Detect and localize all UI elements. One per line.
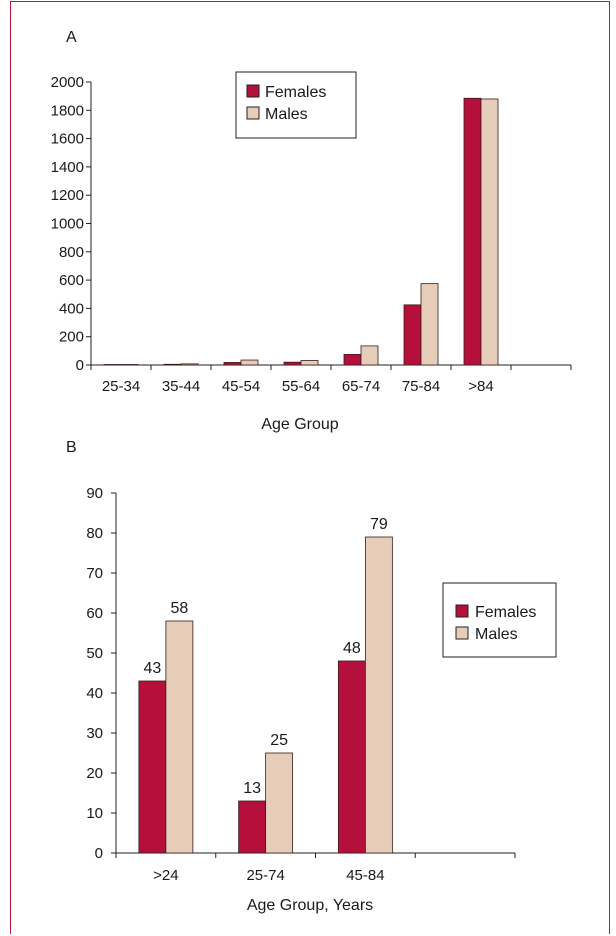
panel-b-legend-label-females: Females	[475, 604, 536, 621]
panel-b-y-tick-label: 20	[86, 765, 103, 782]
figure-frame	[10, 1, 610, 934]
panel-b-y-tick-label: 30	[86, 725, 103, 742]
panel-a-legend-box	[235, 71, 357, 139]
panel-a-bar-females-5	[403, 304, 422, 366]
panel-a-xlabel: Age Group	[261, 416, 338, 433]
panel-b-category-label: 45-84	[346, 867, 384, 884]
panel-b-data-label: 79	[370, 516, 388, 533]
panel-b-legend-swatch-females	[455, 604, 469, 618]
panel-a-category-label: 45-54	[222, 378, 260, 395]
panel-a-y-tick-label: 1400	[51, 159, 84, 176]
panel-a-y-tick-label: 2000	[51, 74, 84, 91]
panel-a-category-label: 25-34	[102, 378, 140, 395]
panel-a-bar-males-2	[240, 359, 259, 366]
panel-a-bar-females-0	[103, 364, 122, 366]
panel-a-y-tick-label: 800	[59, 244, 84, 261]
panel-a-y-tick-label: 0	[76, 357, 84, 374]
panel-b-bar-males-0	[165, 620, 194, 854]
panel-b-y-tick-label: 40	[86, 685, 103, 702]
panel-b-legend: Females Males	[442, 582, 557, 658]
panel-a-legend: Females Males	[235, 71, 357, 139]
panel-a-bar-females-4	[343, 353, 362, 366]
panel-a-legend-swatch-males	[246, 106, 260, 120]
panel-b-legend-label-males: Males	[475, 626, 518, 643]
panel-a-bar-females-1	[163, 363, 182, 366]
panel-a-legend-swatch-females	[246, 84, 260, 98]
panel-a-bar-males-5	[420, 283, 439, 366]
panel-b-data-label: 25	[270, 732, 288, 749]
panel-b-y-tick-label: 80	[86, 525, 103, 542]
panel-b-y-tick-label: 90	[86, 485, 103, 502]
panel-a-legend-label-females: Females	[265, 84, 326, 101]
panel-b-y-tick-label: 70	[86, 565, 103, 582]
panel-a-y-tick-label: 1000	[51, 216, 84, 233]
panel-a-label: A	[66, 29, 77, 46]
panel-b-category-label: >24	[153, 867, 178, 884]
panel-b-legend-box	[442, 582, 557, 658]
panel-a-bar-females-3	[283, 361, 302, 366]
panel-b-bar-males-2	[364, 536, 393, 854]
panel-a-bar-males-1	[180, 363, 199, 366]
panel-b-y-tick-label: 0	[95, 845, 103, 862]
panel-b-legend-swatch-males	[455, 626, 469, 640]
panel-b-bar-males-1	[265, 752, 294, 854]
panel-b-y-tick-label: 50	[86, 645, 103, 662]
panel-b-xlabel: Age Group, Years	[247, 897, 373, 914]
panel-a-bar-males-0	[120, 364, 139, 366]
panel-a-y-tick-label: 600	[59, 272, 84, 289]
panel-b-data-label: 43	[143, 660, 161, 677]
panel-a-category-label: 55-64	[282, 378, 320, 395]
panel-a-y-tick-label: 1200	[51, 187, 84, 204]
panel-a-legend-label-males: Males	[265, 106, 308, 123]
panel-a-category-label: >84	[468, 378, 493, 395]
panel-b-y-tick-label: 60	[86, 605, 103, 622]
panel-a-y-tick-label: 400	[59, 300, 84, 317]
panel-a-y-tick-label: 200	[59, 329, 84, 346]
panel-b-bar-females-2	[337, 660, 366, 854]
panel-b-label: B	[66, 439, 77, 456]
panel-b-y-tick-label: 10	[86, 805, 103, 822]
panel-a-category-label: 65-74	[342, 378, 380, 395]
panel-b-data-label: 58	[170, 600, 188, 617]
panel-a-bar-females-6	[463, 97, 482, 366]
panel-b-bar-females-1	[238, 800, 267, 854]
panel-a-category-label: 75-84	[402, 378, 440, 395]
panel-a-bar-males-6	[480, 98, 499, 366]
panel-a-category-label: 35-44	[162, 378, 200, 395]
panel-a-y-tick-label: 1600	[51, 131, 84, 148]
panel-b-bar-females-0	[138, 680, 167, 854]
panel-a-bar-males-4	[360, 345, 379, 366]
panel-b-data-label: 13	[243, 780, 261, 797]
panel-a-bar-males-3	[300, 360, 319, 366]
panel-b-category-label: 25-74	[246, 867, 284, 884]
panel-a-bar-females-2	[223, 362, 242, 366]
panel-b-data-label: 48	[343, 640, 361, 657]
panel-a-y-tick-label: 1800	[51, 102, 84, 119]
